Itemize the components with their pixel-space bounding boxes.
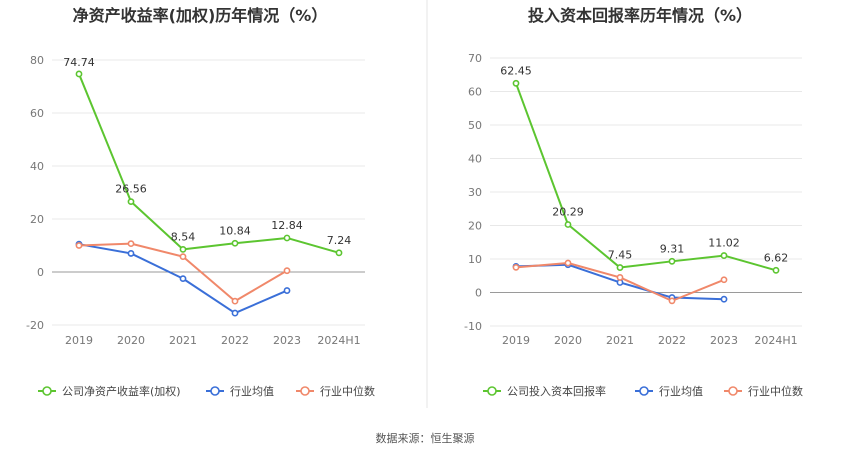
data-point-industry_median[interactable] — [668, 297, 676, 305]
data-point-industry_median[interactable] — [564, 259, 572, 267]
data-point-industry_median[interactable] — [179, 253, 187, 261]
x-tick-label: 2024H1 — [317, 334, 360, 347]
x-tick-label: 2021 — [606, 334, 634, 347]
data-label: 62.45 — [500, 64, 532, 77]
data-label: 20.29 — [552, 206, 584, 219]
data-point-industry_avg[interactable] — [127, 250, 135, 257]
data-point-industry_median[interactable] — [283, 267, 291, 275]
chart-title: 净资产收益率(加权)历年情况（%） — [73, 6, 328, 25]
x-tick-label: 2022 — [658, 334, 686, 347]
x-tick-label: 2021 — [169, 334, 197, 347]
legend-item-industry_avg[interactable]: 行业均值 — [206, 385, 274, 398]
x-tick-label: 2019 — [65, 334, 93, 347]
x-tick-label: 2023 — [710, 334, 738, 347]
data-label: 26.56 — [115, 183, 147, 196]
legend-label: 公司净资产收益率(加权) — [62, 384, 181, 398]
y-tick-label: 40 — [30, 160, 44, 173]
data-label: 8.54 — [171, 230, 196, 243]
x-tick-label: 2024H1 — [754, 334, 797, 347]
legend-item-company[interactable]: 公司投入资本回报率 — [483, 384, 606, 398]
legend-label: 行业均值 — [659, 385, 703, 398]
data-point-industry_median[interactable] — [127, 240, 135, 248]
legend-marker — [210, 386, 220, 396]
legend-item-industry_median[interactable]: 行业中位数 — [296, 384, 375, 398]
legend-marker — [728, 386, 738, 396]
data-point-company[interactable] — [75, 70, 83, 78]
chart-2: 投入资本回报率历年情况（%） -10 0 10 20 30 40 50 60 70 2019 2020… — [464, 6, 803, 398]
data-point-industry_median[interactable] — [616, 274, 624, 281]
legend-label: 行业均值 — [230, 385, 274, 398]
y-tick-label: 60 — [30, 107, 44, 120]
y-tick-label: 50 — [468, 119, 482, 132]
data-label: 10.84 — [219, 224, 251, 237]
y-tick-label: 0 — [37, 266, 44, 279]
data-label: 7.24 — [327, 234, 352, 247]
data-label: 74.74 — [63, 56, 95, 69]
data-point-company[interactable] — [616, 264, 624, 271]
legend-label: 行业中位数 — [748, 384, 803, 398]
data-label: 6.62 — [764, 251, 789, 264]
y-tick-label: 20 — [30, 213, 44, 226]
series-line-company — [78, 73, 340, 254]
legend-label: 公司投入资本回报率 — [507, 384, 606, 398]
y-tick-label: -10 — [464, 320, 482, 333]
legend-label: 行业中位数 — [320, 384, 375, 398]
x-tick-label: 2019 — [502, 334, 530, 347]
data-point-company[interactable] — [231, 239, 239, 247]
y-tick-label: 10 — [468, 253, 482, 266]
chart-1: 净资产收益率(加权)历年情况（%） -20 0 20 40 60 80 2019 2020 202… — [26, 6, 375, 398]
data-label: 9.31 — [660, 242, 685, 255]
y-tick-label: 30 — [468, 186, 482, 199]
data-point-company[interactable] — [668, 257, 676, 265]
y-tick-label: 80 — [30, 54, 44, 67]
data-point-company[interactable] — [720, 252, 728, 259]
data-point-industry_median[interactable] — [512, 263, 520, 271]
legend-marker — [639, 386, 649, 396]
data-point-company[interactable] — [512, 79, 520, 87]
legend-item-industry_median[interactable]: 行业中位数 — [724, 384, 803, 398]
legend-item-industry_avg[interactable]: 行业均值 — [635, 385, 703, 398]
x-tick-label: 2020 — [117, 334, 145, 347]
series-line-company — [515, 82, 777, 272]
data-point-industry_median[interactable] — [231, 297, 239, 305]
data-point-industry_avg[interactable] — [179, 275, 187, 283]
y-tick-label: 60 — [468, 86, 482, 99]
legend-marker — [487, 386, 497, 396]
data-point-company[interactable] — [127, 198, 135, 206]
data-point-industry_avg[interactable] — [231, 309, 239, 317]
data-point-company[interactable] — [179, 245, 187, 253]
y-tick-label: 20 — [468, 220, 482, 233]
data-point-company[interactable] — [335, 249, 343, 257]
data-point-industry_median[interactable] — [720, 276, 728, 284]
chart-title: 投入资本回报率历年情况（%） — [528, 6, 752, 25]
x-tick-label: 2023 — [273, 334, 301, 347]
legend-item-company[interactable]: 公司净资产收益率(加权) — [38, 384, 181, 398]
data-point-company[interactable] — [283, 234, 291, 242]
x-tick-label: 2022 — [221, 334, 249, 347]
legend-marker — [300, 386, 310, 396]
x-tick-label: 2020 — [554, 334, 582, 347]
source-caption: 数据来源：恒生聚源 — [376, 431, 475, 445]
data-point-company[interactable] — [772, 266, 780, 274]
data-label: 12.84 — [271, 219, 303, 232]
y-tick-label: 0 — [475, 287, 482, 300]
legend-marker — [42, 386, 52, 396]
data-point-industry_avg[interactable] — [283, 287, 291, 294]
y-tick-label: 70 — [468, 52, 482, 65]
data-point-industry_avg[interactable] — [720, 295, 728, 303]
y-tick-label: 40 — [468, 153, 482, 166]
data-label: 7.45 — [608, 249, 633, 262]
y-tick-label: -20 — [26, 319, 44, 332]
data-label: 11.02 — [708, 237, 740, 250]
data-point-company[interactable] — [564, 221, 572, 228]
data-point-industry_median[interactable] — [75, 242, 83, 249]
